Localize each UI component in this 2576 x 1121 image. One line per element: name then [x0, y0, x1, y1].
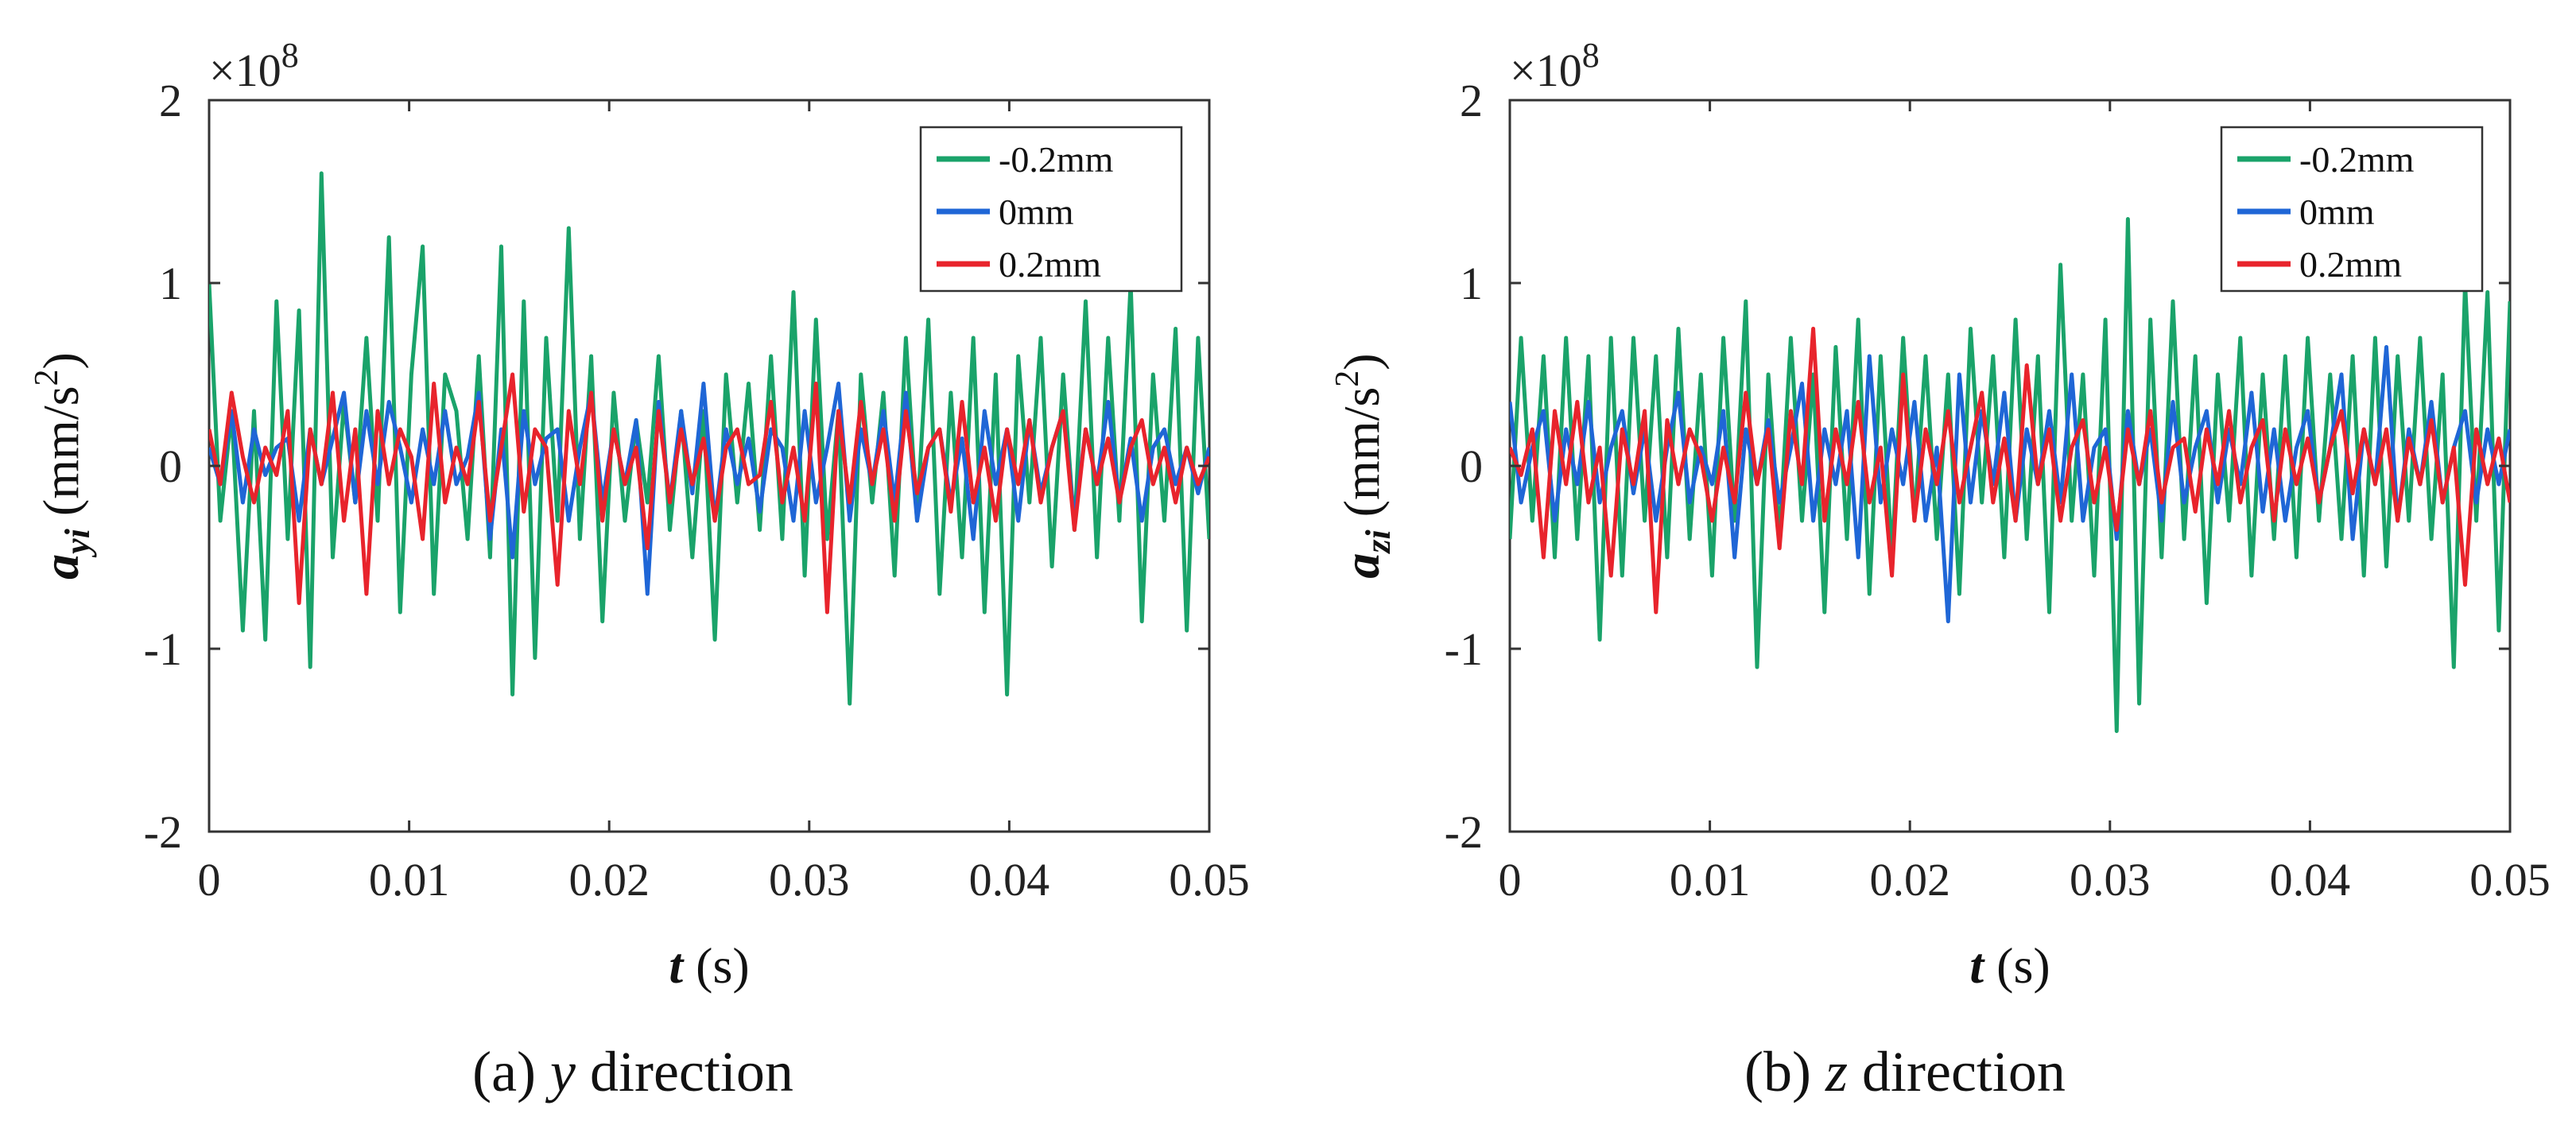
- x-tick-label: 0.01: [1670, 854, 1751, 906]
- y-axis-label: ayi (mm/s2): [29, 352, 97, 580]
- x-tick-label: 0.02: [1869, 854, 1950, 906]
- legend-label-plus-0-2: 0.2mm: [2299, 244, 2402, 285]
- legend-label-minus-0-2: -0.2mm: [999, 139, 1114, 180]
- x-tick-label: 0.02: [568, 854, 650, 906]
- x-tick-label: 0.05: [2469, 854, 2551, 906]
- x-tick-label: 0.04: [969, 854, 1050, 906]
- legend-label-0: 0mm: [999, 192, 1074, 232]
- x-axis-label: t (s): [1969, 937, 2050, 994]
- series-plus-0-2-line: [209, 372, 1209, 615]
- ticks-layer: 0 0.01 0.02 0.03 0.04 0.05 -2 -1 0 1 2: [1445, 75, 2551, 906]
- legend: -0.2mm 0mm 0.2mm: [2220, 126, 2484, 293]
- x-tick-label: 0.05: [1169, 854, 1250, 906]
- y-tick-label: 2: [1460, 75, 1483, 126]
- series-minus-0-2-line: [209, 171, 1209, 706]
- x-tick-label: 0.03: [769, 854, 850, 906]
- legend: -0.2mm 0mm 0.2mm: [919, 126, 1183, 293]
- x-tick-label: 0.01: [369, 854, 450, 906]
- x-tick-label: 0.04: [2270, 854, 2351, 906]
- panel-caption: (b) z direction: [1744, 1040, 2066, 1104]
- y-tick-label: -1: [1445, 623, 1483, 675]
- y-tick-label: -2: [144, 806, 182, 858]
- y-tick-label: -2: [1445, 806, 1483, 858]
- series-layer: [209, 171, 1209, 706]
- x-tick-label: 0: [198, 854, 221, 906]
- series-layer: [1510, 217, 2510, 733]
- series-plus-0-2-line: [1510, 327, 2510, 615]
- y-scale-factor: ×108: [1510, 36, 1600, 96]
- y-tick-label: 2: [159, 75, 182, 126]
- y-scale-factor: ×108: [209, 36, 299, 96]
- panel-a: 0 0.01 0.02 0.03 0.04 0.05 -2 -1 0 1 2 ×108 -0.2mm…: [29, 36, 1250, 1104]
- y-tick-label: 1: [1460, 258, 1483, 309]
- x-tick-label: 0: [1499, 854, 1522, 906]
- series-0-line: [1510, 345, 2510, 623]
- legend-label-0: 0mm: [2299, 192, 2375, 232]
- y-tick-label: -1: [144, 623, 182, 675]
- y-tick-label: 0: [1460, 440, 1483, 492]
- ticks-layer: 0 0.01 0.02 0.03 0.04 0.05 -2 -1 0 1 2: [144, 75, 1250, 906]
- y-tick-label: 1: [159, 258, 182, 309]
- x-tick-label: 0.03: [2070, 854, 2151, 906]
- x-axis-label: t (s): [669, 937, 749, 994]
- panel-caption: (a) y direction: [472, 1040, 793, 1104]
- y-axis-label: azi (mm/s2): [1329, 353, 1398, 578]
- legend-label-minus-0-2: -0.2mm: [2299, 139, 2415, 180]
- panel-b: 0 0.01 0.02 0.03 0.04 0.05 -2 -1 0 1 2 ×108 -0.2mm…: [1329, 36, 2551, 1104]
- y-tick-label: 0: [159, 440, 182, 492]
- legend-label-plus-0-2: 0.2mm: [999, 244, 1101, 285]
